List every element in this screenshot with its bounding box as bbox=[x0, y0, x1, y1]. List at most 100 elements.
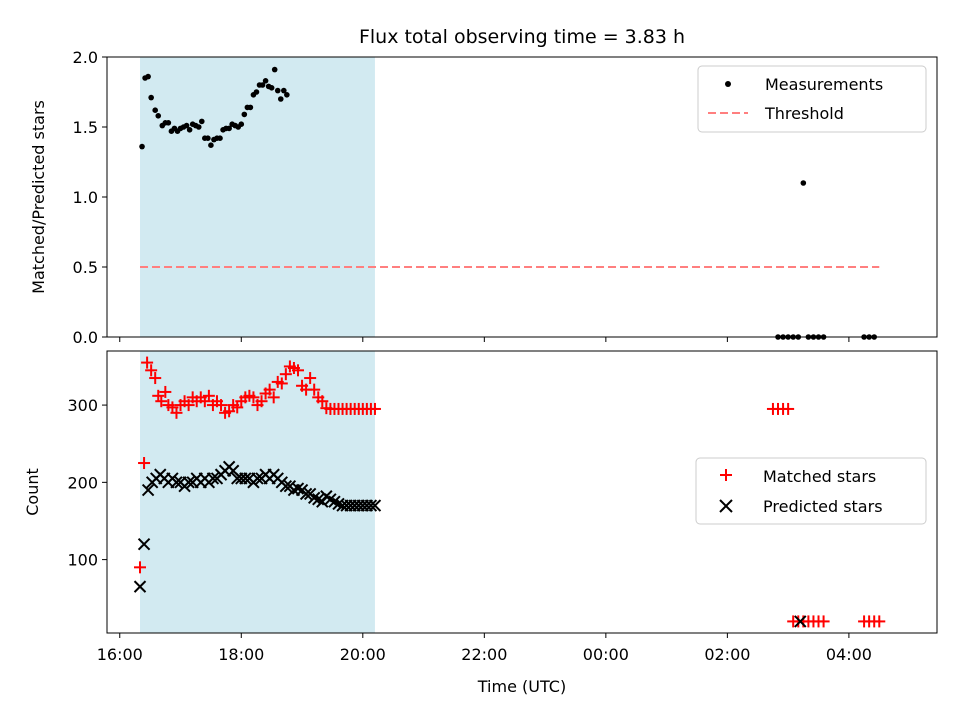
predicted-star-point bbox=[133, 580, 147, 593]
measurement-point bbox=[183, 122, 190, 129]
predicted-star-point bbox=[279, 479, 293, 493]
top-legend-box bbox=[697, 65, 927, 133]
matched-star-point bbox=[368, 402, 381, 415]
top-y-axis-label: Matched/Predicted stars bbox=[29, 100, 48, 294]
matched-star-point bbox=[279, 368, 292, 381]
matched-star-point bbox=[145, 364, 158, 377]
matched-star-point bbox=[170, 406, 183, 419]
matched-star-point bbox=[267, 391, 280, 404]
bottom-series bbox=[133, 356, 886, 628]
measurement-point bbox=[226, 125, 232, 132]
top-y-tick-label: 2.0 bbox=[73, 48, 98, 67]
measurement-point bbox=[139, 143, 145, 150]
matched-star-point bbox=[275, 377, 288, 390]
matched-star-point bbox=[817, 615, 830, 628]
matched-star-point bbox=[247, 391, 260, 404]
measurement-point bbox=[208, 142, 214, 148]
predicted-star-point bbox=[364, 499, 378, 512]
top-panel: 0.00.51.01.52.0 Matched/Predicted stars … bbox=[29, 48, 938, 347]
bottom-x-tick-label: 22:00 bbox=[461, 645, 507, 664]
matched-star-point bbox=[231, 401, 244, 414]
predicted-star-point bbox=[368, 499, 382, 512]
matched-star-point bbox=[782, 402, 795, 415]
matched-star-point bbox=[134, 561, 147, 574]
measurement-point bbox=[241, 111, 248, 118]
matched-star-point bbox=[304, 372, 317, 385]
predicted-star-point bbox=[141, 483, 155, 497]
bottom-x-axis-label: Time (UTC) bbox=[477, 677, 566, 696]
bottom-x-tick-label: 00:00 bbox=[583, 645, 629, 664]
matched-star-point bbox=[223, 405, 236, 418]
bottom-y-tick-label: 100 bbox=[67, 551, 98, 570]
measurement-point bbox=[238, 121, 245, 127]
measurement-point bbox=[247, 104, 254, 111]
legend-threshold-label: Threshold bbox=[764, 104, 844, 123]
measurement-point bbox=[165, 120, 172, 126]
legend-predicted-label: Predicted stars bbox=[763, 497, 883, 516]
predicted-star-point bbox=[137, 537, 151, 551]
matched-star-point bbox=[316, 395, 329, 408]
bottom-x-tick-label: 20:00 bbox=[340, 645, 386, 664]
top-y-tick-label: 1.5 bbox=[73, 118, 98, 137]
predicted-star-point bbox=[299, 487, 313, 501]
top-axes-frame bbox=[106, 56, 938, 338]
matched-star-point bbox=[255, 395, 268, 408]
top-y-ticks: 0.0 0.5 1.0 1.5 2.0 bbox=[73, 48, 107, 347]
measurement-point bbox=[148, 94, 154, 101]
bottom-axes-frame bbox=[106, 350, 938, 634]
legend-matched-marker bbox=[720, 469, 732, 481]
predicted-star-point bbox=[291, 482, 305, 495]
predicted-star-point bbox=[251, 472, 264, 485]
bottom-x-tick-label: 16:00 bbox=[97, 645, 143, 664]
measurement-point bbox=[281, 87, 287, 94]
bottom-shaded-interval bbox=[140, 351, 375, 633]
bottom-y-ticks: 100 200 300 bbox=[67, 396, 107, 570]
predicted-star-point bbox=[794, 615, 807, 628]
measurement-point bbox=[253, 89, 260, 95]
matched-star-point bbox=[159, 385, 172, 398]
bottom-x-ticks: 16:00 18:00 20:00 22:00 00:00 02:00 04:00 bbox=[97, 633, 872, 664]
bottom-x-tick-label: 18:00 bbox=[218, 645, 264, 664]
matched-star-point bbox=[138, 457, 151, 470]
legend-predicted-marker bbox=[719, 499, 733, 513]
measurement-point bbox=[271, 66, 278, 73]
matched-star-point bbox=[263, 383, 276, 396]
matched-star-point bbox=[149, 372, 162, 385]
measurement-point bbox=[217, 135, 223, 141]
measurement-point bbox=[155, 113, 162, 119]
measurement-point bbox=[274, 87, 281, 94]
matched-star-point bbox=[291, 364, 304, 377]
top-legend: Measurements Threshold bbox=[697, 65, 927, 133]
matched-star-point bbox=[141, 356, 154, 369]
measurement-point bbox=[145, 73, 151, 80]
bottom-panel: 100 200 300 16:00 18:00 20:00 22:00 00:00 02:00… bbox=[23, 350, 938, 696]
bottom-x-tick-label: 04:00 bbox=[826, 645, 872, 664]
measurement-point bbox=[277, 96, 284, 102]
measurement-point bbox=[259, 82, 266, 88]
matched-star-point bbox=[308, 383, 321, 396]
measurement-point bbox=[152, 107, 159, 113]
measurement-point bbox=[186, 127, 193, 133]
bottom-x-tick-label: 02:00 bbox=[704, 645, 750, 664]
measurement-point bbox=[262, 78, 269, 84]
predicted-star-point bbox=[239, 472, 252, 485]
bottom-y-tick-label: 200 bbox=[67, 473, 98, 492]
top-shaded-interval bbox=[140, 57, 375, 337]
measurement-point bbox=[205, 135, 211, 141]
legend-measurements-label: Measurements bbox=[765, 75, 883, 94]
measurement-point bbox=[800, 180, 807, 186]
matched-star-point bbox=[182, 399, 195, 412]
measurement-point bbox=[284, 92, 290, 98]
matched-star-point bbox=[215, 399, 228, 412]
matched-star-point bbox=[202, 389, 215, 402]
predicted-star-point bbox=[170, 476, 183, 489]
top-y-tick-label: 0.0 bbox=[73, 328, 98, 347]
top-chart-title: Flux total observing time = 3.83 h bbox=[359, 26, 685, 48]
bottom-y-tick-label: 300 bbox=[67, 396, 98, 415]
top-y-tick-label: 0.5 bbox=[73, 258, 98, 277]
legend-measurements-marker bbox=[725, 81, 731, 87]
measurement-point bbox=[198, 118, 205, 125]
bottom-legend: Matched stars Predicted stars bbox=[695, 457, 927, 525]
predicted-star-point bbox=[206, 472, 220, 485]
